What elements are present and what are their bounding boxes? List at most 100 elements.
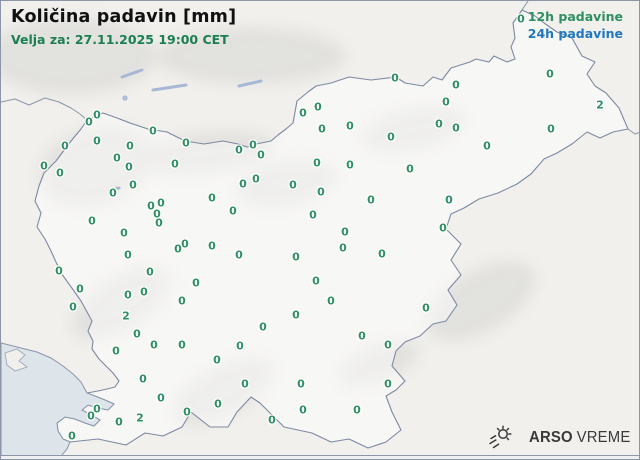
station-value: 0: [241, 377, 249, 391]
station-value: 0: [174, 242, 182, 256]
station-value: 0: [452, 121, 460, 135]
terrain-shading: [1, 18, 536, 425]
country-borders: [1, 1, 639, 135]
station-value: 0: [327, 294, 335, 308]
station-value: 0: [85, 115, 93, 129]
station-value: 0: [93, 134, 101, 148]
logo-text-bold: ARSO: [529, 428, 573, 446]
station-value: 0: [236, 339, 244, 353]
page-title: Količina padavin [mm]: [11, 7, 237, 27]
station-value: 0: [252, 172, 260, 186]
station-value: 0: [257, 148, 265, 162]
station-value: 0: [313, 156, 321, 170]
station-value: 0: [147, 199, 155, 213]
logo-text-regular: VREME: [576, 428, 631, 446]
station-value: 0: [192, 276, 200, 290]
station-value: 0: [353, 403, 361, 417]
station-value: 2: [122, 309, 130, 323]
station-value: 0: [55, 264, 63, 278]
station-value: 0: [239, 177, 247, 191]
station-value: 0: [406, 162, 414, 176]
station-value: 0: [346, 158, 354, 172]
station-value: 0: [292, 250, 300, 264]
station-value: 0: [69, 300, 77, 314]
station-value: 0: [183, 405, 191, 419]
station-value: 0: [93, 402, 101, 416]
station-value: 0: [249, 138, 257, 152]
station-value: 0: [56, 166, 64, 180]
station-value: 0: [109, 186, 117, 200]
logo-text: ARSO VREME: [529, 429, 630, 447]
station-value: 0: [208, 239, 216, 253]
station-value: 0: [317, 185, 325, 199]
station-value: 0: [157, 391, 165, 405]
sun-icon: [489, 425, 512, 449]
station-value: 0: [312, 274, 320, 288]
station-value: 0: [235, 248, 243, 262]
station-value: 0: [435, 117, 443, 131]
station-value: 0: [150, 338, 158, 352]
station-value: 0: [214, 397, 222, 411]
lakes: [108, 68, 263, 192]
station-value: 0: [268, 413, 276, 427]
legend: 12h padavine 24h padavine: [528, 8, 623, 42]
station-value: 0: [61, 139, 69, 153]
station-value: 0: [125, 160, 133, 174]
bottom-frame-strip: [1, 455, 639, 459]
station-value: 0: [299, 403, 307, 417]
legend-item-24h[interactable]: 24h padavine: [527, 26, 623, 41]
station-value: 0: [546, 67, 554, 81]
station-value: 0: [87, 409, 95, 423]
station-value: 0: [140, 285, 148, 299]
station-value: 0: [178, 294, 186, 308]
station-value: 0: [153, 207, 161, 221]
station-value: 0: [76, 282, 84, 296]
station-value: 0: [115, 415, 123, 429]
station-value: 0: [445, 193, 453, 207]
station-value: 0: [259, 320, 267, 334]
station-value: 0: [139, 372, 147, 386]
station-value: 0: [367, 193, 375, 207]
sea: [1, 342, 115, 459]
station-value: 0: [88, 214, 96, 228]
station-value: 0: [133, 327, 141, 341]
station-value: 0: [547, 122, 555, 136]
arso-vreme-logo[interactable]: ARSO VREME: [487, 424, 635, 451]
station-value: 0: [129, 178, 137, 192]
station-value: 0: [124, 288, 132, 302]
station-value: 0: [113, 151, 121, 165]
station-value: 0: [299, 106, 307, 120]
station-value: 0: [309, 208, 317, 222]
station-value: 0: [155, 216, 163, 230]
station-value: 0: [68, 429, 76, 443]
station-value: 0: [378, 247, 386, 261]
station-value: 0: [422, 301, 430, 315]
station-value: 0: [112, 344, 120, 358]
station-value: 0: [297, 377, 305, 391]
station-value: 0: [517, 12, 525, 26]
station-value: 0: [178, 338, 186, 352]
station-value: 0: [157, 196, 165, 210]
station-value: 0: [318, 122, 326, 136]
station-value: 0: [292, 308, 300, 322]
station-value: 0: [40, 159, 48, 173]
station-value: 0: [339, 241, 347, 255]
station-value: 0: [120, 226, 128, 240]
station-value: 0: [341, 225, 349, 239]
station-value: 0: [452, 78, 460, 92]
station-value: 0: [126, 139, 134, 153]
station-value: 0: [171, 157, 179, 171]
station-value: 0: [124, 248, 132, 262]
station-value: 0: [384, 377, 392, 391]
station-value: 0: [93, 108, 101, 122]
station-value: 0: [146, 265, 154, 279]
station-value: 0: [387, 130, 395, 144]
legend-item-12h[interactable]: 12h padavine: [527, 9, 623, 24]
station-value: 0: [483, 139, 491, 153]
station-value: 0: [235, 143, 243, 157]
station-value: 2: [136, 411, 144, 425]
lagoon-islets: [4, 348, 28, 372]
station-value: 0: [346, 119, 354, 133]
